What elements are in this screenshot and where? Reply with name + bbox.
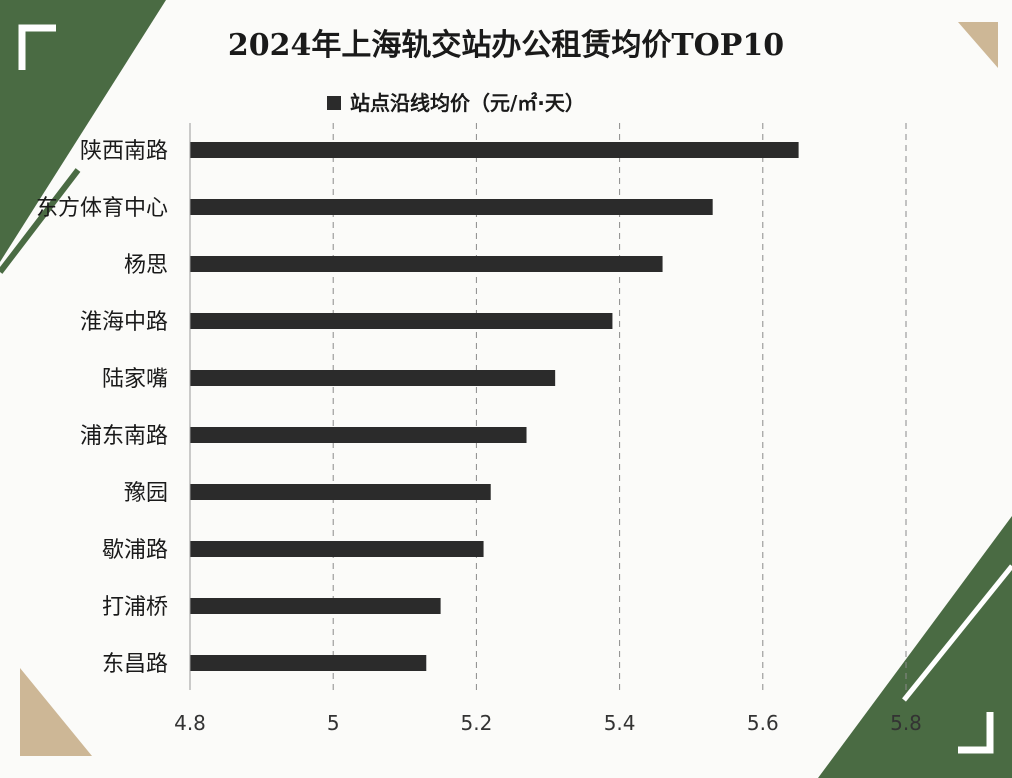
bar <box>190 598 441 614</box>
legend-label: 站点沿线均价（元/㎡·天） <box>350 91 585 115</box>
bar <box>190 142 799 158</box>
bottom-left-tan-corner <box>20 668 92 756</box>
category-label: 东方体育中心 <box>36 196 168 221</box>
top-right-tan-corner <box>958 22 998 68</box>
x-tick-label: 5.4 <box>604 711 636 735</box>
category-label: 淮海中路 <box>80 310 168 335</box>
category-label: 歇浦路 <box>102 538 168 563</box>
bar <box>190 199 713 215</box>
top-left-bracket-icon <box>18 24 56 70</box>
category-label: 东昌路 <box>102 652 168 677</box>
bar <box>190 313 613 329</box>
bars <box>190 142 799 671</box>
legend-swatch <box>327 96 341 110</box>
bar <box>190 256 663 272</box>
category-label: 杨思 <box>124 253 168 278</box>
bar <box>190 484 491 500</box>
bottom-right-green-corner <box>818 516 1012 778</box>
category-label: 浦东南路 <box>80 424 168 449</box>
x-tick-label: 5.8 <box>890 711 922 735</box>
x-axis-tick-labels: 4.8 5 5.2 5.4 5.6 5.8 <box>174 711 922 735</box>
bar <box>190 655 427 671</box>
x-tick-label: 5.6 <box>747 711 779 735</box>
bar <box>190 427 527 443</box>
x-tick-label: 5 <box>327 711 340 735</box>
x-tick-label: 5.2 <box>460 711 492 735</box>
category-label: 豫园 <box>124 481 168 506</box>
legend: 站点沿线均价（元/㎡·天） <box>327 91 585 115</box>
category-label: 打浦桥 <box>102 595 168 620</box>
right-diagonal-stripe <box>902 564 1012 702</box>
chart-title: 2024年上海轨交站办公租赁均价TOP10 <box>228 28 784 63</box>
category-label: 陆家嘴 <box>102 367 168 392</box>
bar <box>190 370 556 386</box>
bottom-right-bracket-icon <box>958 712 994 754</box>
left-diagonal-stripe <box>0 168 81 274</box>
bar <box>190 541 484 557</box>
top-left-green-corner <box>0 0 166 262</box>
category-label: 陕西南路 <box>80 139 168 164</box>
x-tick-label: 4.8 <box>174 711 206 735</box>
